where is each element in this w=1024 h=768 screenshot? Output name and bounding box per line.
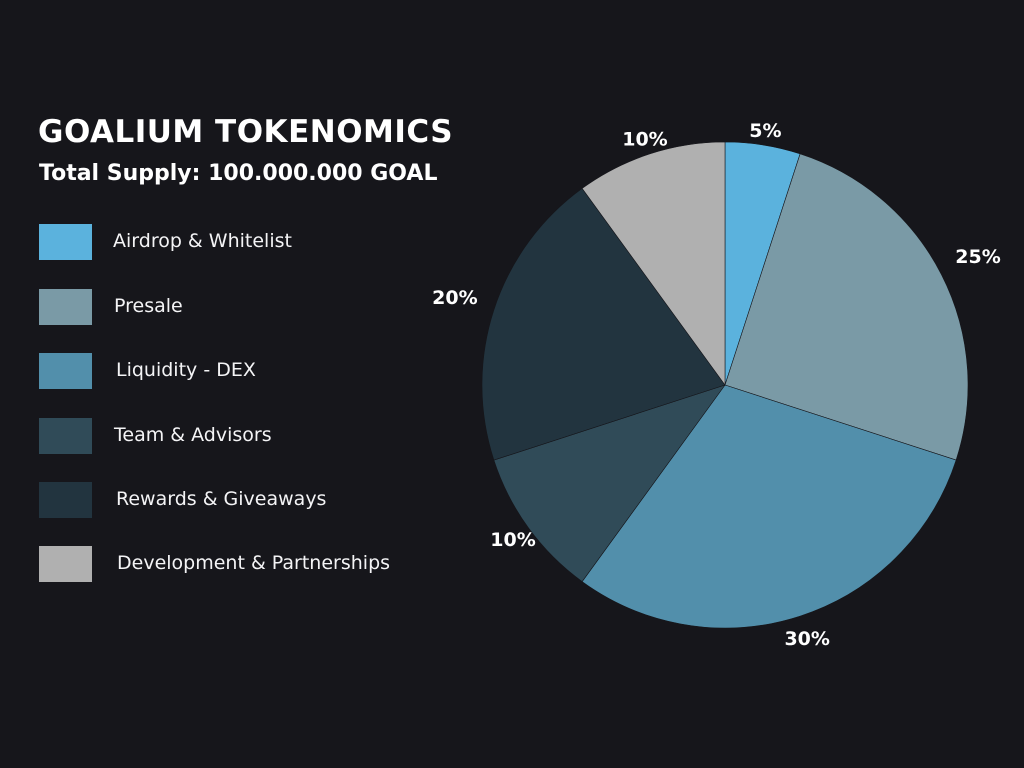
legend-label: Airdrop & Whitelist — [113, 230, 292, 252]
pie-slice-rewards-giveaways — [481, 187, 726, 461]
pie-value-labels: 5% 25% 30% 10% 20% 10% — [432, 120, 1001, 650]
legend-swatch — [39, 224, 92, 260]
pie-slice-team-advisors — [493, 384, 726, 583]
legend-swatch — [39, 353, 92, 389]
pie-value-label: 25% — [955, 246, 1000, 268]
pie-value-label: 10% — [622, 129, 667, 151]
legend-swatch — [39, 546, 92, 582]
legend-item-rewards-giveaways: Rewards & Giveaways — [39, 482, 459, 518]
legend-item-development-partnerships: Development & Partnerships — [39, 546, 459, 582]
chart-title: GOALIUM TOKENOMICS — [38, 114, 454, 150]
legend-label: Rewards & Giveaways — [116, 488, 327, 510]
pie-slice-liquidity-dex — [581, 384, 957, 629]
legend-label: Development & Partnerships — [117, 552, 391, 574]
legend-label: Liquidity - DEX — [116, 359, 256, 381]
pie-slice-presale — [724, 153, 969, 461]
legend-item-presale: Presale — [39, 289, 459, 325]
legend-item-team-advisors: Team & Advisors — [39, 418, 459, 454]
legend-item-liquidity-dex: Liquidity - DEX — [39, 353, 459, 389]
legend-label: Presale — [114, 295, 183, 317]
pie-value-label: 10% — [490, 529, 535, 551]
legend-item-airdrop-whitelist: Airdrop & Whitelist — [39, 224, 459, 260]
chart-subtitle: Total Supply: 100.000.000 GOAL — [39, 161, 438, 186]
pie-slices — [481, 141, 969, 629]
pie-value-label: 20% — [432, 287, 477, 309]
legend-label: Team & Advisors — [114, 424, 272, 446]
pie-value-label: 30% — [784, 628, 829, 650]
legend-swatch — [39, 289, 92, 325]
pie-slice-development-partnerships — [581, 141, 726, 386]
pie-value-label: 5% — [749, 120, 781, 142]
legend-swatch — [39, 482, 92, 518]
legend-swatch — [39, 418, 92, 454]
